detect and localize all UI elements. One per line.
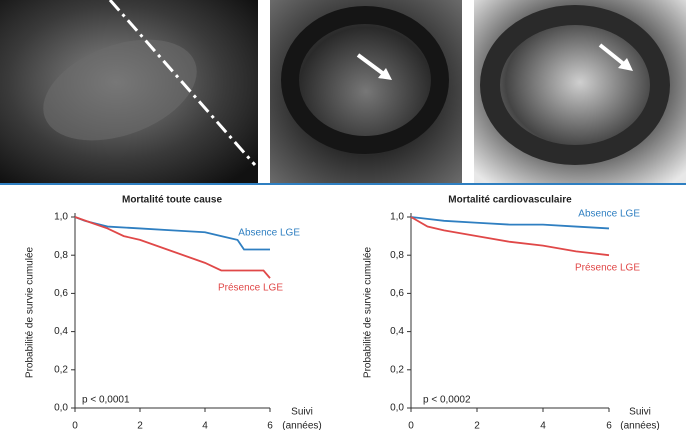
annotation: p < 0,0002 [423, 395, 471, 406]
chart-title: Mortalité toute cause [122, 195, 222, 206]
heart-shape [43, 39, 197, 141]
legend-label: Absence LGE [238, 228, 300, 239]
x-tick-label: 4 [540, 421, 546, 430]
arrow [356, 53, 387, 77]
x-tick-label: 4 [202, 421, 208, 430]
x-tick-label: 6 [267, 421, 273, 430]
x-tick-label: 2 [474, 421, 480, 430]
survival-line [410, 216, 610, 230]
annotation: p < 0,0001 [82, 395, 130, 406]
arrow [598, 43, 627, 67]
y-tick-label: 0,0 [54, 403, 68, 414]
x-axis-label: (années) [282, 421, 321, 430]
legend-label: Présence LGE [575, 263, 640, 274]
chart-title: Mortalité cardiovasculaire [448, 195, 572, 206]
mri-images [0, 0, 686, 185]
y-tick-label: 0,6 [390, 288, 404, 299]
x-tick-label: 6 [606, 421, 612, 430]
y-tick-label: 0,2 [54, 364, 68, 375]
y-tick-label: 0,2 [390, 364, 404, 375]
y-tick-label: 1,0 [390, 212, 404, 223]
arrow-head [378, 68, 392, 80]
y-tick-label: 0,8 [390, 250, 404, 261]
y-tick-label: 0,4 [54, 326, 68, 337]
x-axis-label: Suivi [291, 407, 313, 418]
y-tick-label: 0,6 [54, 288, 68, 299]
dash-line [108, 0, 257, 166]
y-axis-label: Probabilité de survie cumulée [25, 246, 36, 378]
y-tick-label: 0,0 [390, 403, 404, 414]
y-axis-label: Probabilité de survie cumulée [363, 246, 374, 378]
heart-shape [281, 6, 449, 154]
survival-line [410, 216, 610, 257]
y-tick-label: 0,8 [54, 250, 68, 261]
legend-label: Absence LGE [578, 209, 640, 220]
arrow-head [618, 58, 633, 71]
x-axis-label: (années) [620, 421, 659, 430]
legend-label: Présence LGE [218, 283, 283, 294]
survival-line [74, 216, 271, 279]
x-tick-label: 0 [72, 421, 78, 430]
x-axis-label: Suivi [629, 407, 651, 418]
y-tick-label: 1,0 [54, 212, 68, 223]
heart-shape [480, 5, 670, 165]
y-tick-label: 0,4 [390, 326, 404, 337]
x-tick-label: 2 [137, 421, 143, 430]
x-tick-label: 0 [408, 421, 414, 430]
